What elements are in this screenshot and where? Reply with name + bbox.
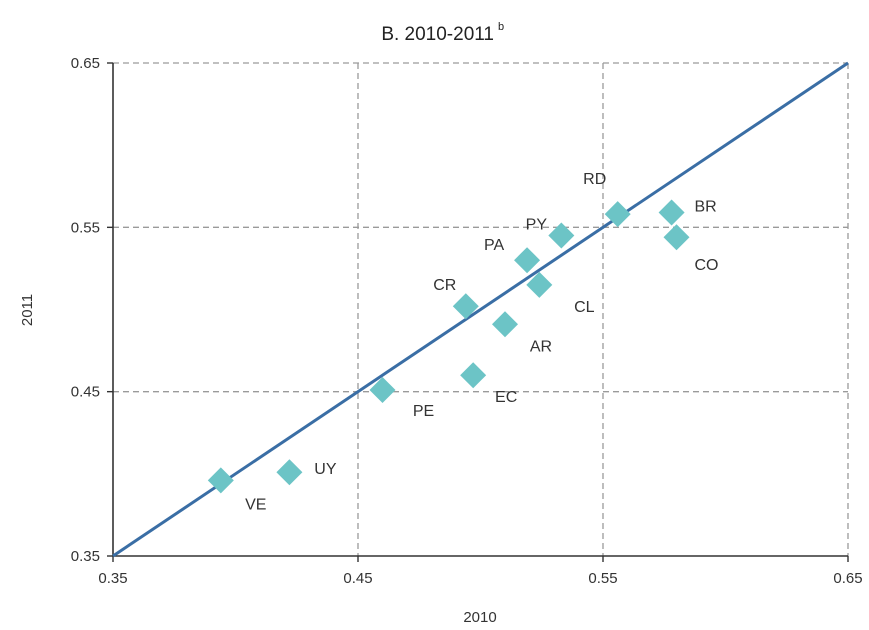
data-point-ve bbox=[207, 467, 234, 494]
data-point-ar bbox=[492, 311, 518, 338]
data-point-rd bbox=[604, 201, 631, 228]
data-point-cl bbox=[526, 271, 553, 298]
data-point-py bbox=[548, 222, 575, 249]
point-label-rd: RD bbox=[583, 171, 606, 188]
chart-title-superscript: b bbox=[498, 21, 504, 33]
data-point-pe bbox=[369, 377, 396, 404]
axes bbox=[107, 62, 849, 562]
y-tick-label: 0.65 bbox=[71, 55, 100, 72]
x-tick-label: 0.55 bbox=[588, 570, 617, 587]
chart-title: B. 2010-2011 bbox=[381, 24, 494, 45]
reference-line bbox=[112, 61, 849, 558]
data-point-uy bbox=[276, 459, 303, 486]
data-point-br bbox=[658, 199, 685, 226]
y-tick-label: 0.45 bbox=[71, 384, 100, 401]
point-label-uy: UY bbox=[314, 461, 337, 478]
x-tick-label: 0.65 bbox=[833, 570, 862, 587]
point-label-py: PY bbox=[526, 217, 548, 234]
x-axis-label: 2010 bbox=[463, 609, 496, 626]
x-tick-label: 0.35 bbox=[98, 570, 127, 587]
point-label-br: BR bbox=[694, 199, 716, 216]
y-tick-label: 0.35 bbox=[71, 548, 100, 565]
grid-lines bbox=[113, 62, 849, 556]
point-label-ar: AR bbox=[530, 338, 552, 355]
point-label-ve: VE bbox=[245, 496, 266, 513]
point-label-cl: CL bbox=[574, 299, 595, 316]
tick-labels: 0.35 0.45 0.55 0.65 0.35 0.45 0.55 0.65 bbox=[71, 55, 863, 587]
data-points bbox=[207, 199, 690, 494]
y-tick-label: 0.55 bbox=[71, 219, 100, 236]
data-point-co bbox=[663, 224, 690, 251]
y-axis-label: 2011 bbox=[19, 294, 36, 326]
point-label-pa: PA bbox=[484, 237, 504, 254]
reference-line-group bbox=[112, 61, 849, 558]
data-point-pa bbox=[514, 247, 541, 274]
x-tick-label: 0.45 bbox=[343, 570, 372, 587]
data-point-cr bbox=[452, 293, 479, 320]
point-label-pe: PE bbox=[413, 403, 434, 420]
data-point-ec bbox=[460, 362, 487, 389]
point-label-co: CO bbox=[695, 257, 719, 274]
point-label-ec: EC bbox=[495, 389, 517, 406]
point-label-cr: CR bbox=[433, 277, 456, 294]
point-labels: VE UY PE CR EC AR PA CL PY RD BR CO bbox=[245, 171, 718, 513]
